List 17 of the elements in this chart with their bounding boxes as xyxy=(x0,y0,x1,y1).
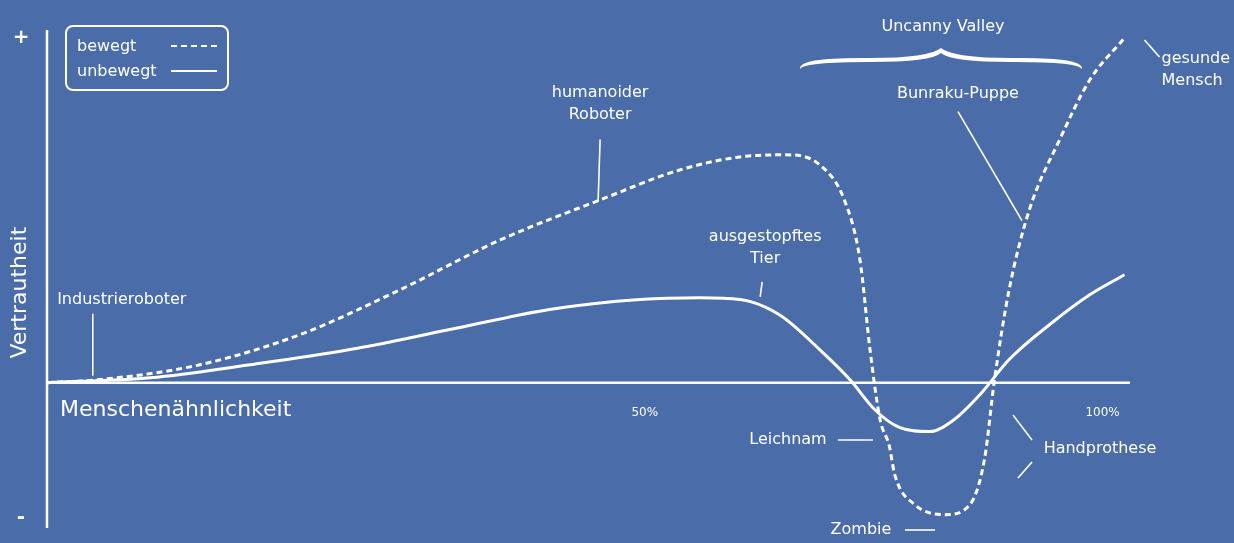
annotation: Bunraku-Puppe xyxy=(896,82,1019,102)
legend-label: unbewegt xyxy=(77,61,157,80)
annotation: Leichnam xyxy=(749,429,827,449)
annotation: ausgestopftes Tier xyxy=(708,226,822,268)
annotation: Industrieroboter xyxy=(57,288,187,308)
text: Zombie xyxy=(830,519,892,539)
y-axis-title: Vertrautheit xyxy=(5,226,31,359)
annotation: gesunde Mensch xyxy=(1161,48,1231,90)
x-axis-title: Menschenähnlichkeit xyxy=(60,396,292,422)
annotation: Handprothese xyxy=(1043,438,1157,458)
text: - xyxy=(16,504,26,529)
legend-label: bewegt xyxy=(77,36,137,55)
x-tick-label: 50% xyxy=(631,404,659,419)
x-tick-label: 100% xyxy=(1085,404,1120,419)
text: + xyxy=(12,24,30,49)
text: Uncanny Valley xyxy=(881,16,1005,36)
annotation: humanoider Roboter xyxy=(551,81,649,123)
